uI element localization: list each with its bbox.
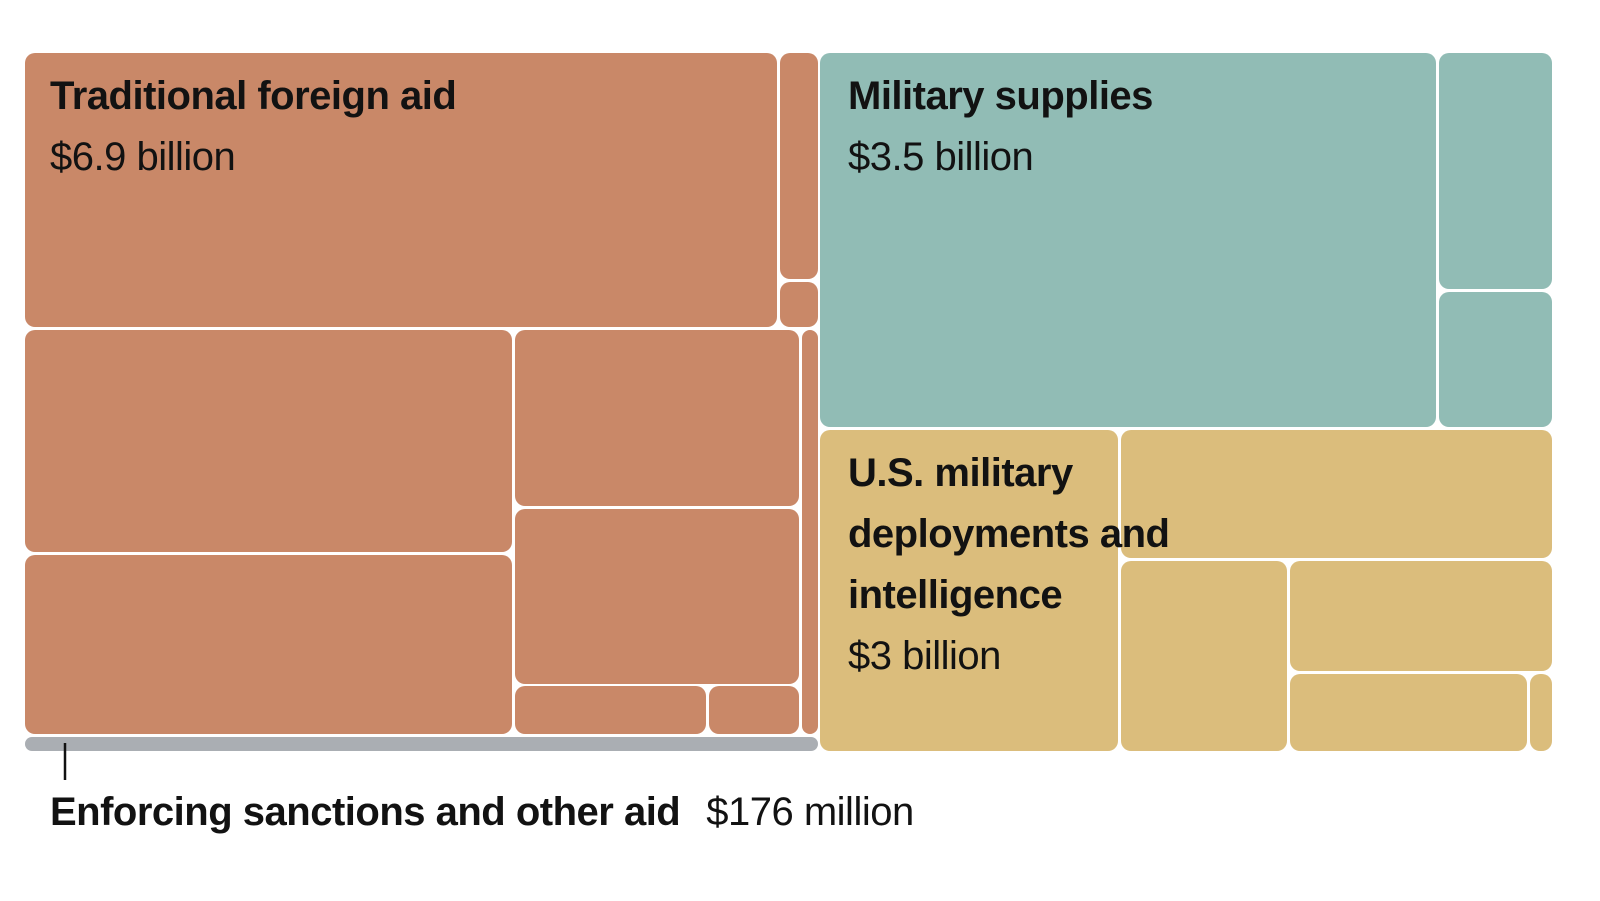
tile — [25, 737, 818, 751]
group — [820, 53, 1552, 427]
group — [820, 430, 1552, 751]
tile — [25, 53, 777, 327]
tile — [1530, 674, 1552, 751]
group-label: Military supplies $3.5 billion — [848, 66, 1408, 188]
group — [25, 737, 818, 751]
tile — [820, 430, 1118, 751]
tile — [25, 555, 512, 734]
group-name: Enforcing sanctions and other aid — [50, 790, 681, 834]
tile — [802, 330, 818, 734]
tile — [1290, 674, 1527, 751]
tile — [25, 330, 512, 552]
group — [25, 53, 818, 734]
tile — [780, 282, 818, 327]
group-label: Traditional foreign aid $6.9 billion — [50, 66, 750, 188]
tile — [1121, 561, 1287, 751]
group-name: Military supplies — [848, 74, 1153, 118]
group-label: U.S. military deployments and intelligen… — [848, 443, 1238, 687]
group-value: $6.9 billion — [50, 135, 236, 179]
group-value: $3.5 billion — [848, 135, 1034, 179]
tile — [709, 686, 799, 734]
footnote-label: Enforcing sanctions and other aid $176 m… — [50, 783, 914, 841]
tile — [1121, 430, 1552, 558]
group-value: $176 million — [706, 790, 914, 834]
group-name: U.S. military deployments and intelligen… — [848, 451, 1170, 617]
tile — [1290, 561, 1552, 671]
tile — [515, 330, 799, 506]
tile — [515, 509, 799, 684]
group-name: Traditional foreign aid — [50, 74, 457, 118]
tile — [780, 53, 818, 279]
tile — [820, 53, 1436, 427]
tile — [1439, 292, 1552, 427]
tile — [515, 686, 706, 734]
group-value: $3 billion — [848, 634, 1001, 678]
tile — [1439, 53, 1552, 289]
